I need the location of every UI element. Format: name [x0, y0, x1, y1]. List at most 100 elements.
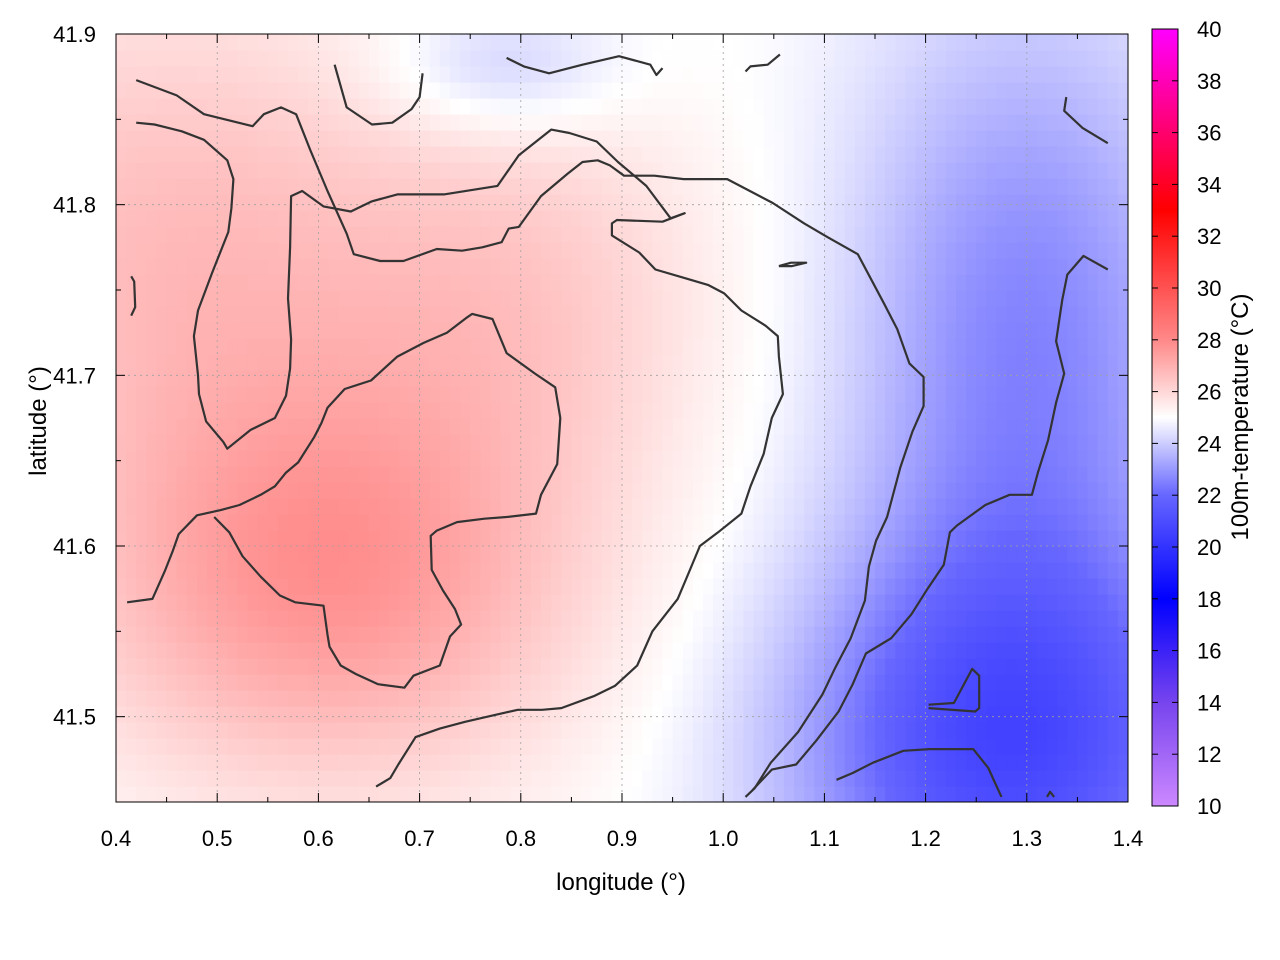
- heatmap-cell: [146, 706, 158, 723]
- heatmap-cell: [591, 658, 603, 675]
- heatmap-cell: [460, 642, 471, 659]
- heatmap-cell: [1006, 466, 1018, 483]
- heatmap-cell: [389, 578, 400, 595]
- heatmap-cell: [176, 306, 188, 323]
- heatmap-cell: [500, 658, 512, 675]
- heatmap-cell: [622, 226, 633, 243]
- heatmap-cell: [753, 418, 765, 435]
- heatmap-cell: [895, 546, 906, 563]
- heatmap-cell: [1117, 722, 1128, 739]
- heatmap-cell: [460, 738, 471, 755]
- heatmap-cell: [530, 290, 542, 307]
- heatmap-cell: [358, 258, 370, 275]
- heatmap-cell: [561, 610, 572, 627]
- heatmap-cell: [702, 162, 714, 179]
- heatmap-cell: [632, 418, 643, 435]
- heatmap-cell: [419, 354, 431, 371]
- heatmap-cell: [399, 386, 411, 403]
- heatmap-cell: [955, 370, 967, 387]
- heatmap-cell: [318, 690, 330, 707]
- heatmap-cell: [267, 658, 279, 675]
- heatmap-cell: [652, 34, 664, 51]
- heatmap-cell: [642, 722, 653, 739]
- heatmap-cell: [449, 146, 461, 163]
- heatmap-cell: [480, 402, 492, 419]
- heatmap-cell: [561, 98, 572, 115]
- heatmap-cell: [794, 514, 805, 531]
- heatmap-cell: [864, 66, 876, 83]
- heatmap-cell: [875, 386, 886, 403]
- heatmap-cell: [126, 578, 137, 595]
- y-tick-label: 41.6: [53, 534, 96, 559]
- heatmap-cell: [571, 146, 583, 163]
- heatmap-cell: [601, 162, 613, 179]
- colorbar-tick-label: 18: [1197, 587, 1221, 612]
- heatmap-cell: [915, 130, 927, 147]
- heatmap-cell: [611, 50, 623, 67]
- heatmap-cell: [490, 770, 502, 787]
- heatmap-cell: [814, 722, 825, 739]
- heatmap-cell: [348, 754, 360, 771]
- heatmap-cell: [743, 578, 755, 595]
- heatmap-cell: [804, 466, 815, 483]
- heatmap-cell: [1067, 242, 1078, 259]
- heatmap-cell: [1107, 130, 1119, 147]
- heatmap-cell: [935, 530, 947, 547]
- heatmap-cell: [399, 530, 411, 547]
- heatmap-cell: [733, 450, 745, 467]
- heatmap-cell: [439, 386, 451, 403]
- heatmap-cell: [379, 162, 390, 179]
- heatmap-cell: [794, 322, 805, 339]
- heatmap-cell: [267, 786, 279, 802]
- heatmap-cell: [753, 34, 765, 51]
- heatmap-cell: [1057, 674, 1068, 691]
- heatmap-cell: [702, 98, 714, 115]
- heatmap-cell: [1016, 642, 1028, 659]
- heatmap-cell: [996, 482, 1008, 499]
- heatmap-cell: [692, 402, 704, 419]
- heatmap-cell: [176, 146, 188, 163]
- heatmap-cell: [500, 626, 512, 643]
- heatmap-cell: [743, 370, 755, 387]
- heatmap-cell: [935, 658, 947, 675]
- heatmap-cell: [196, 258, 208, 275]
- heatmap-cell: [298, 434, 309, 451]
- heatmap-cell: [1097, 338, 1109, 355]
- heatmap-cell: [996, 434, 1008, 451]
- heatmap-cell: [1006, 82, 1018, 99]
- heatmap-cell: [379, 66, 390, 83]
- heatmap-cell: [207, 82, 218, 99]
- heatmap-cell: [136, 562, 147, 579]
- heatmap-cell: [520, 114, 532, 131]
- heatmap-cell: [136, 226, 147, 243]
- heatmap-cell: [875, 34, 886, 51]
- heatmap-cell: [692, 226, 704, 243]
- heatmap-cell: [844, 258, 856, 275]
- heatmap-cell: [1077, 226, 1089, 243]
- heatmap-cell: [561, 114, 572, 131]
- heatmap-cell: [1087, 386, 1099, 403]
- heatmap-cell: [439, 210, 451, 227]
- heatmap-cell: [1016, 290, 1028, 307]
- heatmap-cell: [986, 642, 998, 659]
- heatmap-cell: [814, 306, 825, 323]
- heatmap-cell: [773, 306, 785, 323]
- heatmap-cell: [369, 34, 380, 51]
- heatmap-cell: [419, 770, 431, 787]
- heatmap-cell: [288, 562, 299, 579]
- heatmap-cell: [591, 530, 603, 547]
- heatmap-cell: [247, 722, 259, 739]
- heatmap-cell: [207, 210, 218, 227]
- heatmap-cell: [723, 578, 734, 595]
- heatmap-cell: [642, 658, 653, 675]
- heatmap-cell: [460, 594, 471, 611]
- heatmap-cell: [490, 146, 502, 163]
- heatmap-cell: [379, 434, 390, 451]
- heatmap-cell: [783, 82, 795, 99]
- heatmap-cell: [601, 754, 613, 771]
- heatmap-cell: [358, 722, 370, 739]
- heatmap-cell: [976, 242, 987, 259]
- heatmap-cell: [439, 34, 451, 51]
- heatmap-cell: [925, 66, 937, 83]
- heatmap-cell: [460, 626, 471, 643]
